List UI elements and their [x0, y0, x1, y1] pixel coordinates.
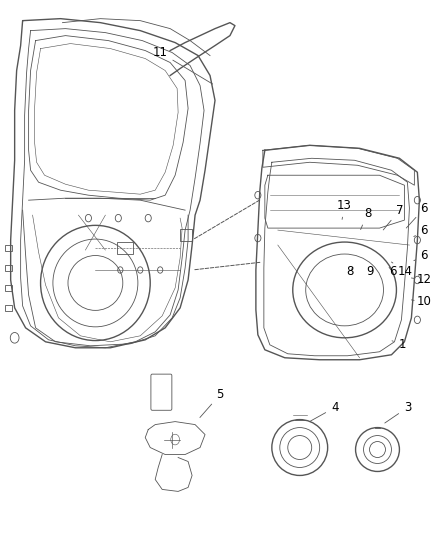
Text: 14: 14 [392, 262, 413, 278]
Text: 10: 10 [411, 295, 432, 309]
Text: 6: 6 [414, 224, 428, 237]
Text: 6: 6 [414, 248, 428, 262]
Text: 6: 6 [389, 265, 396, 278]
Text: 5: 5 [200, 388, 224, 417]
Text: 12: 12 [411, 273, 432, 286]
Text: 9: 9 [366, 265, 373, 278]
Text: 4: 4 [310, 401, 339, 421]
Text: 6: 6 [406, 201, 428, 228]
Text: 3: 3 [385, 401, 411, 423]
Text: 8: 8 [360, 207, 371, 230]
Text: 8: 8 [346, 265, 353, 278]
Text: 13: 13 [337, 199, 352, 220]
Text: 11: 11 [153, 46, 212, 84]
Text: 7: 7 [383, 204, 403, 230]
Text: 1: 1 [392, 338, 406, 351]
